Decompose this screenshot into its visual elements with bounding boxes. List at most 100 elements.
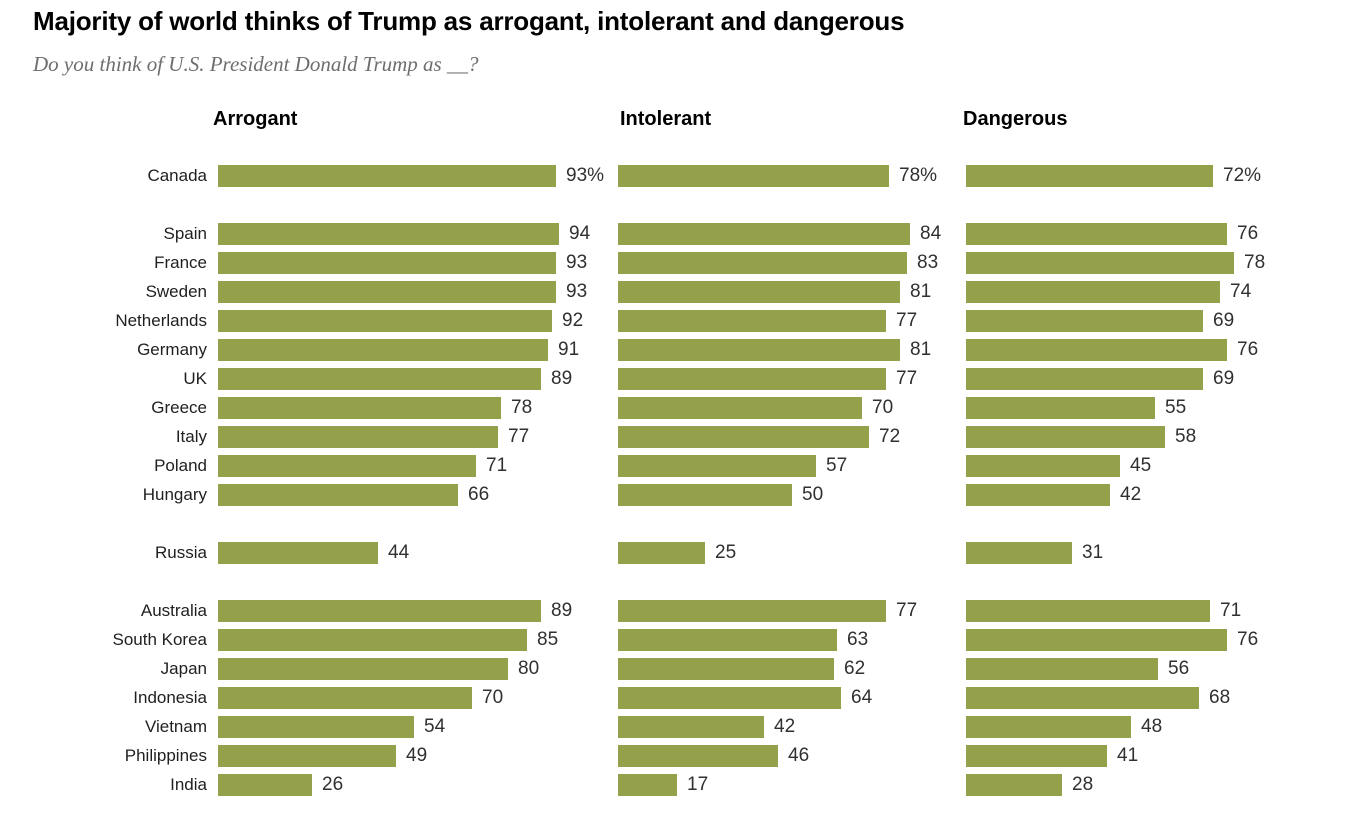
panel-arrogant: 44 <box>218 538 618 567</box>
value-label: 77 <box>896 367 918 389</box>
group-spacer <box>0 190 1360 219</box>
panel-intolerant: 63 <box>618 625 966 654</box>
bar <box>618 483 792 506</box>
panel-headers: Arrogant Intolerant Dangerous <box>0 108 1360 132</box>
panel-intolerant: 81 <box>618 277 966 306</box>
chart-row: Netherlands 92 77 69 <box>0 306 1360 335</box>
chart-title: Majority of world thinks of Trump as arr… <box>33 6 905 36</box>
panel-intolerant: 62 <box>618 654 966 683</box>
bar <box>966 715 1131 738</box>
bar <box>218 715 414 738</box>
bar <box>218 309 552 332</box>
country-label: India <box>170 774 207 794</box>
bar <box>966 425 1165 448</box>
bar <box>618 222 910 245</box>
chart-row: Spain 94 84 76 <box>0 219 1360 248</box>
bar <box>618 715 764 738</box>
value-label: 77 <box>896 309 918 331</box>
panel-dangerous: 55 <box>966 393 1360 422</box>
panel-dangerous: 41 <box>966 741 1360 770</box>
panel-dangerous: 76 <box>966 219 1360 248</box>
country-label: Russia <box>155 542 207 562</box>
bar <box>218 686 472 709</box>
panel-intolerant: 81 <box>618 335 966 364</box>
chart-row: Hungary 66 50 42 <box>0 480 1360 509</box>
value-label: 54 <box>424 715 446 737</box>
panel-dangerous: 56 <box>966 654 1360 683</box>
country-label: Netherlands <box>115 310 207 330</box>
bar <box>966 773 1062 796</box>
value-label: 26 <box>322 773 344 795</box>
panel-intolerant: 46 <box>618 741 966 770</box>
bar <box>966 657 1158 680</box>
value-label: 41 <box>1117 744 1139 766</box>
value-label: 85 <box>537 628 559 650</box>
chart-row: South Korea 85 63 76 <box>0 625 1360 654</box>
panel-arrogant: 89 <box>218 596 618 625</box>
bar <box>218 744 396 767</box>
bar <box>218 483 458 506</box>
panel-arrogant: 80 <box>218 654 618 683</box>
bar <box>218 338 548 361</box>
chart-row: UK 89 77 69 <box>0 364 1360 393</box>
value-label: 71 <box>1220 599 1242 621</box>
panel-intolerant: 83 <box>618 248 966 277</box>
panel-dangerous: 78 <box>966 248 1360 277</box>
value-label: 63 <box>847 628 869 650</box>
bar <box>966 396 1155 419</box>
panel-arrogant: 94 <box>218 219 618 248</box>
panel-header-arrogant: Arrogant <box>213 108 298 130</box>
value-label: 78 <box>511 396 533 418</box>
value-label: 55 <box>1165 396 1187 418</box>
panel-dangerous: 74 <box>966 277 1360 306</box>
country-label: Philippines <box>124 745 207 765</box>
panel-intolerant: 77 <box>618 364 966 393</box>
value-label: 46 <box>788 744 810 766</box>
bar <box>218 280 556 303</box>
panel-intolerant: 25 <box>618 538 966 567</box>
panel-intolerant: 84 <box>618 219 966 248</box>
country-label: Hungary <box>142 484 207 504</box>
value-label: 89 <box>551 367 573 389</box>
chart-row: Japan 80 62 56 <box>0 654 1360 683</box>
panel-arrogant: 54 <box>218 712 618 741</box>
bar <box>966 599 1210 622</box>
country-label: Spain <box>163 223 207 243</box>
bar <box>218 773 312 796</box>
bar <box>618 744 778 767</box>
panel-intolerant: 70 <box>618 393 966 422</box>
bar <box>966 686 1199 709</box>
country-label: UK <box>183 368 207 388</box>
panel-arrogant: 70 <box>218 683 618 712</box>
country-label: South Korea <box>112 629 207 649</box>
value-label: 45 <box>1130 454 1152 476</box>
bar <box>618 628 837 651</box>
value-label: 81 <box>910 280 932 302</box>
value-label: 83 <box>917 251 939 273</box>
value-label: 93% <box>566 164 605 186</box>
chart-row: India 26 17 28 <box>0 770 1360 799</box>
bar <box>218 454 476 477</box>
value-label: 84 <box>920 222 942 244</box>
bar <box>218 541 378 564</box>
value-label: 94 <box>569 222 591 244</box>
chart-row: Australia 89 77 71 <box>0 596 1360 625</box>
value-label: 70 <box>482 686 504 708</box>
panel-intolerant: 77 <box>618 596 966 625</box>
bar <box>966 280 1220 303</box>
bar <box>618 686 841 709</box>
bar <box>966 483 1110 506</box>
bar <box>618 599 886 622</box>
value-label: 69 <box>1213 367 1235 389</box>
value-label: 72 <box>879 425 901 447</box>
chart-row: Canada 93% 78% 72% <box>0 161 1360 190</box>
group-spacer <box>0 509 1360 538</box>
bar <box>618 541 705 564</box>
value-label: 17 <box>687 773 709 795</box>
value-label: 42 <box>774 715 796 737</box>
value-label: 57 <box>826 454 848 476</box>
value-label: 93 <box>566 251 588 273</box>
panel-arrogant: 26 <box>218 770 618 799</box>
panel-intolerant: 42 <box>618 712 966 741</box>
panel-dangerous: 76 <box>966 335 1360 364</box>
